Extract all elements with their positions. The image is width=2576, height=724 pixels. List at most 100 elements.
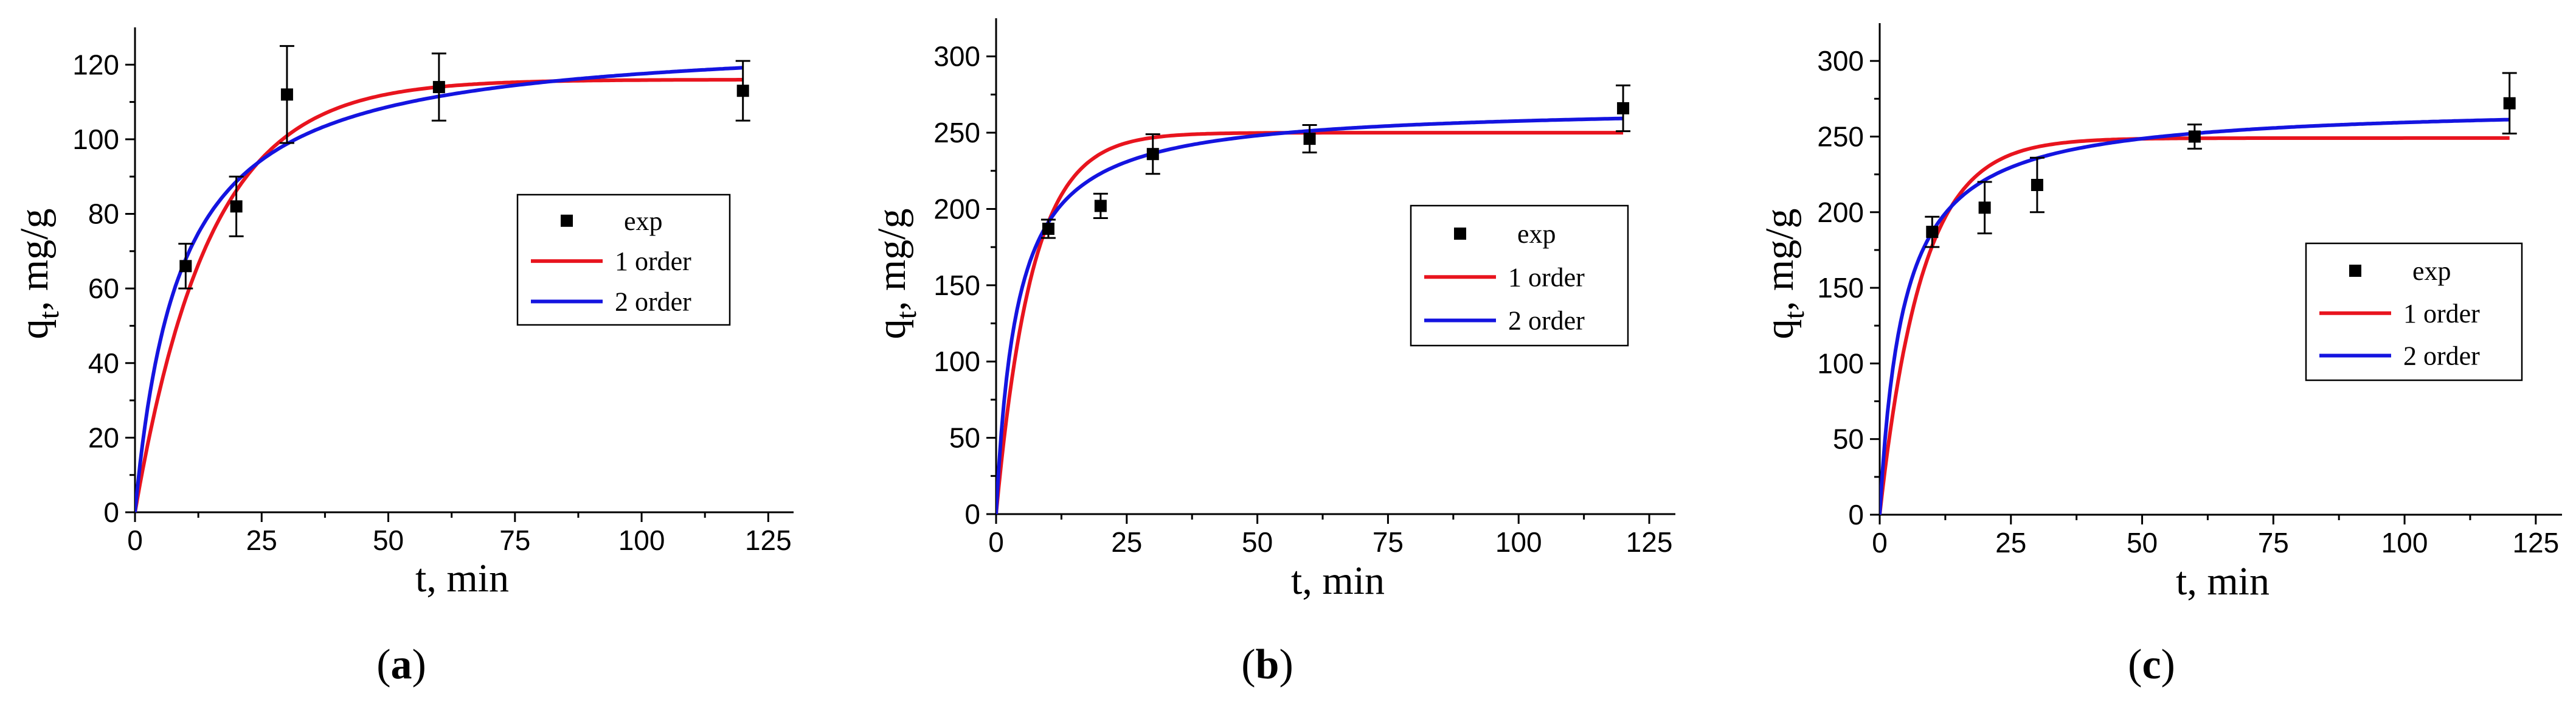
caption-letter: c bbox=[2142, 641, 2161, 688]
y-tick-label: 0 bbox=[1848, 499, 1864, 531]
x-tick-label: 75 bbox=[2258, 527, 2289, 559]
data-point bbox=[280, 88, 293, 101]
legend-label: 1 order bbox=[2403, 299, 2480, 329]
y-tick-label: 0 bbox=[964, 498, 980, 530]
legend-swatch-exp bbox=[561, 214, 573, 227]
y-tick-label: 200 bbox=[1817, 197, 1864, 228]
y-tick-label: 300 bbox=[1817, 45, 1864, 77]
caption-open: ( bbox=[376, 641, 390, 688]
x-tick-label: 50 bbox=[1242, 526, 1273, 558]
y-axis-title-main: q bbox=[12, 319, 57, 339]
y-tick-label: 200 bbox=[933, 193, 980, 225]
legend-swatch-exp bbox=[1454, 228, 1466, 240]
x-axis-title: t, min bbox=[415, 556, 509, 600]
y-tick-label: 60 bbox=[88, 273, 119, 304]
caption-close: ) bbox=[412, 641, 426, 688]
y-tick-label: 300 bbox=[933, 41, 980, 72]
x-tick-label: 100 bbox=[618, 524, 665, 556]
data-point bbox=[1978, 201, 1991, 214]
y-tick-label: 250 bbox=[933, 117, 980, 148]
y-tick-label: 40 bbox=[88, 347, 119, 379]
data-point bbox=[1926, 226, 1939, 238]
chart-panel-a: 0 25 50 75 100 125 0 20 40 60 80 100 120 exp 1 order 2 … bbox=[12, 27, 794, 688]
data-point bbox=[179, 260, 192, 273]
y-tick-label: 150 bbox=[1817, 272, 1864, 304]
panel-caption: (a) bbox=[376, 641, 426, 688]
legend-label: 2 order bbox=[1508, 306, 1585, 336]
y-axis-title-unit: , mg/g bbox=[870, 208, 914, 311]
x-tick-label: 0 bbox=[988, 526, 1004, 558]
data-point bbox=[432, 81, 445, 94]
y-tick-label: 100 bbox=[933, 346, 980, 377]
y-axis-title-unit: , mg/g bbox=[12, 208, 57, 311]
data-point bbox=[1617, 102, 1630, 114]
data-point bbox=[1094, 200, 1107, 212]
legend: exp 1 order 2 order bbox=[1410, 204, 1629, 347]
x-tick-label: 75 bbox=[1373, 526, 1404, 558]
chart-panel-c: 0 25 50 75 100 125 0 50 100 150 200 250 300 exp 1 orde… bbox=[1757, 23, 2562, 688]
x-tick-label: 125 bbox=[1626, 526, 1673, 558]
x-tick-label: 50 bbox=[2127, 527, 2158, 559]
caption-open: ( bbox=[1241, 641, 1255, 688]
y-axis-title: qt, mg/g bbox=[870, 208, 923, 339]
y-tick-label: 20 bbox=[88, 422, 119, 453]
data-point bbox=[2503, 97, 2516, 110]
x-tick-label: 25 bbox=[1111, 526, 1142, 558]
x-tick-label: 0 bbox=[1872, 527, 1888, 559]
y-axis-title: qt, mg/g bbox=[12, 208, 65, 339]
x-axis-title: t, min bbox=[1291, 559, 1385, 603]
data-point bbox=[1042, 223, 1054, 235]
y-axis-title-unit: , mg/g bbox=[1757, 208, 1802, 311]
y-tick-label: 80 bbox=[88, 198, 119, 230]
caption-open: ( bbox=[2128, 641, 2142, 688]
x-tick-label: 50 bbox=[373, 524, 404, 556]
legend-label: 1 order bbox=[1508, 262, 1585, 292]
legend-label: 1 order bbox=[615, 246, 691, 276]
y-axis-title-main: q bbox=[870, 319, 914, 339]
y-axis-title-subscript: t bbox=[1778, 311, 1810, 319]
x-tick-label: 100 bbox=[1495, 526, 1542, 558]
y-tick-label: 100 bbox=[1817, 347, 1864, 379]
panel-caption: (c) bbox=[2128, 641, 2175, 688]
x-tick-label: 25 bbox=[246, 524, 277, 556]
data-point bbox=[2031, 179, 2043, 192]
y-axis-title: qt, mg/g bbox=[1757, 208, 1810, 339]
caption-close: ) bbox=[1279, 641, 1293, 688]
x-tick-label: 0 bbox=[127, 524, 143, 556]
y-tick-label: 100 bbox=[72, 124, 119, 155]
legend-label: exp bbox=[2412, 256, 2451, 286]
data-point bbox=[1146, 148, 1159, 161]
data-point bbox=[736, 85, 749, 97]
data-point bbox=[1303, 133, 1316, 145]
y-axis-title-main: q bbox=[1757, 319, 1802, 339]
caption-letter: a bbox=[391, 641, 412, 688]
y-tick-label: 120 bbox=[72, 49, 119, 80]
legend-label: 2 order bbox=[615, 287, 691, 316]
data-point bbox=[230, 200, 243, 213]
y-axis-title-subscript: t bbox=[33, 311, 65, 319]
x-tick-label: 100 bbox=[2381, 527, 2428, 559]
legend: exp 1 order 2 order bbox=[2305, 242, 2523, 381]
caption-close: ) bbox=[2161, 641, 2175, 688]
legend-label: exp bbox=[624, 206, 663, 236]
legend-label: exp bbox=[1517, 219, 1556, 249]
y-tick-label: 250 bbox=[1817, 120, 1864, 152]
y-tick-label: 0 bbox=[103, 496, 119, 528]
y-tick-label: 150 bbox=[933, 270, 980, 301]
y-tick-label: 50 bbox=[949, 422, 980, 454]
legend-swatch-exp bbox=[2349, 265, 2361, 277]
data-point bbox=[2188, 130, 2201, 143]
x-axis-title: t, min bbox=[2176, 559, 2270, 604]
legend: exp 1 order 2 order bbox=[516, 193, 731, 326]
caption-letter: b bbox=[1256, 641, 1279, 688]
chart-panel-b: 0 25 50 75 100 125 0 50 100 150 200 250 300 exp 1 orde… bbox=[870, 18, 1675, 688]
y-axis-title-subscript: t bbox=[890, 311, 923, 319]
x-tick-label: 125 bbox=[2512, 527, 2559, 559]
x-tick-label: 75 bbox=[499, 524, 530, 556]
legend-label: 2 order bbox=[2403, 341, 2480, 371]
panel-caption: (b) bbox=[1241, 641, 1293, 688]
y-tick-label: 50 bbox=[1833, 423, 1864, 455]
x-tick-label: 25 bbox=[1995, 527, 2026, 559]
x-tick-label: 125 bbox=[745, 524, 792, 556]
